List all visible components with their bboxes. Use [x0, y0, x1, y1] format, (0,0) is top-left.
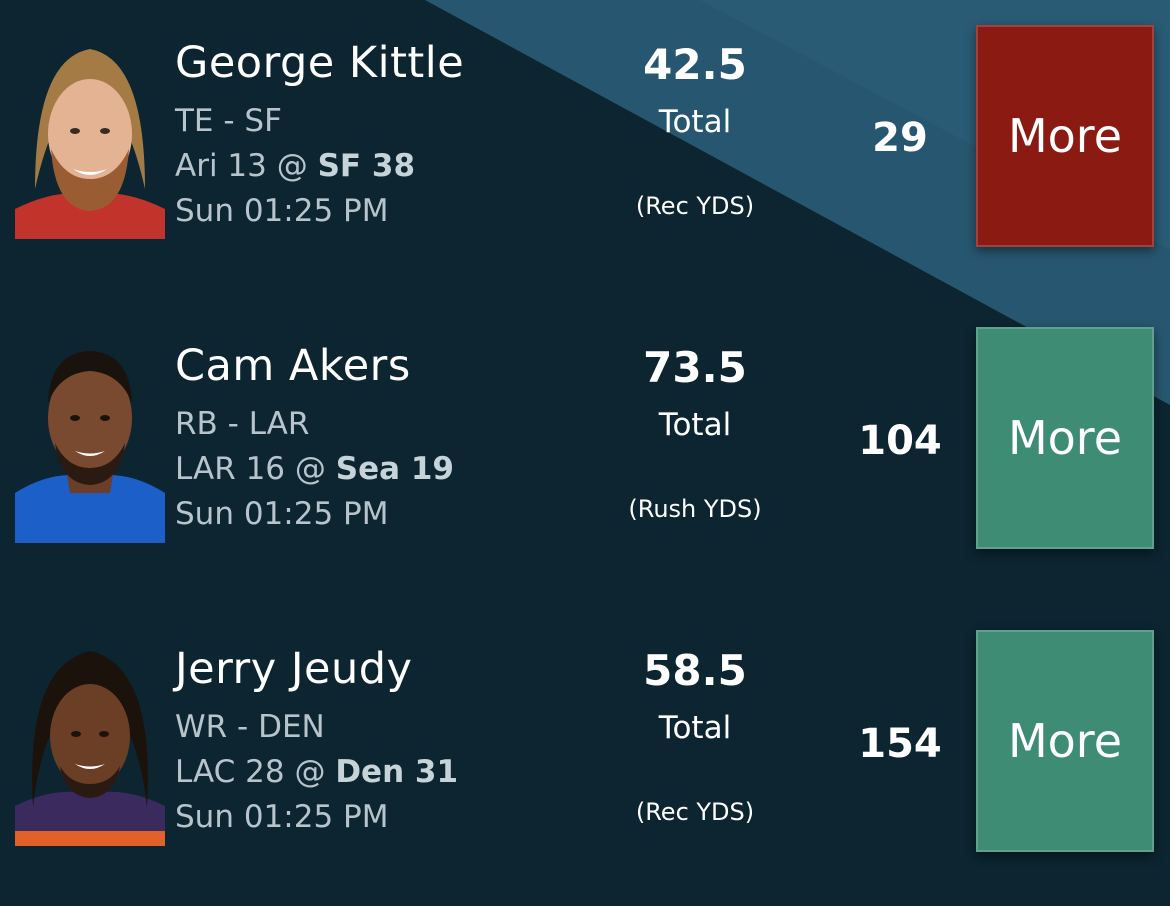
game-time: Sun 01:25 PM	[175, 496, 389, 532]
away-score: LAC 28 @	[175, 754, 336, 790]
game-score: LAR 16 @ Sea 19	[175, 451, 454, 487]
home-score: Sea 19	[335, 451, 454, 487]
home-score: SF 38	[317, 148, 416, 184]
prop-line-value: 73.5	[643, 343, 747, 392]
game-score: LAC 28 @ Den 31	[175, 754, 458, 790]
more-button[interactable]: More	[976, 25, 1154, 247]
more-button[interactable]: More	[976, 327, 1154, 549]
prop-row: Jerry Jeudy WR - DEN LAC 28 @ Den 31 Sun…	[0, 606, 1170, 906]
player-headshot-kittle	[15, 39, 165, 239]
player-name: George Kittle	[175, 38, 465, 88]
player-name: Cam Akers	[175, 341, 411, 391]
player-position: WR - DEN	[175, 709, 325, 745]
prop-line-label: Total	[658, 407, 732, 443]
stat-type: (Rec YDS)	[635, 192, 755, 220]
game-score: Ari 13 @ SF 38	[175, 148, 415, 184]
game-time: Sun 01:25 PM	[175, 799, 389, 835]
actual-stat-value: 154	[858, 721, 942, 767]
actual-stat-value: 29	[872, 115, 928, 161]
player-position: TE - SF	[175, 103, 282, 139]
prop-line-value: 42.5	[643, 40, 747, 89]
more-button[interactable]: More	[976, 630, 1154, 852]
prop-line-label: Total	[658, 710, 732, 746]
prop-row: George Kittle TE - SF Ari 13 @ SF 38 Sun…	[0, 0, 1170, 300]
player-headshot-akers	[15, 343, 165, 543]
actual-stat-value: 104	[858, 418, 942, 464]
away-score: LAR 16 @	[175, 451, 336, 487]
prop-row: Cam Akers RB - LAR LAR 16 @ Sea 19 Sun 0…	[0, 303, 1170, 603]
prop-line-label: Total	[658, 104, 732, 140]
player-headshot-jeudy	[15, 646, 165, 846]
stat-type: (Rec YDS)	[635, 798, 755, 826]
prop-line-value: 58.5	[643, 646, 747, 695]
player-name: Jerry Jeudy	[175, 644, 413, 694]
home-score: Den 31	[335, 754, 459, 790]
player-position: RB - LAR	[175, 406, 310, 442]
stat-type: (Rush YDS)	[628, 495, 762, 523]
away-score: Ari 13 @	[175, 148, 318, 184]
game-time: Sun 01:25 PM	[175, 193, 389, 229]
